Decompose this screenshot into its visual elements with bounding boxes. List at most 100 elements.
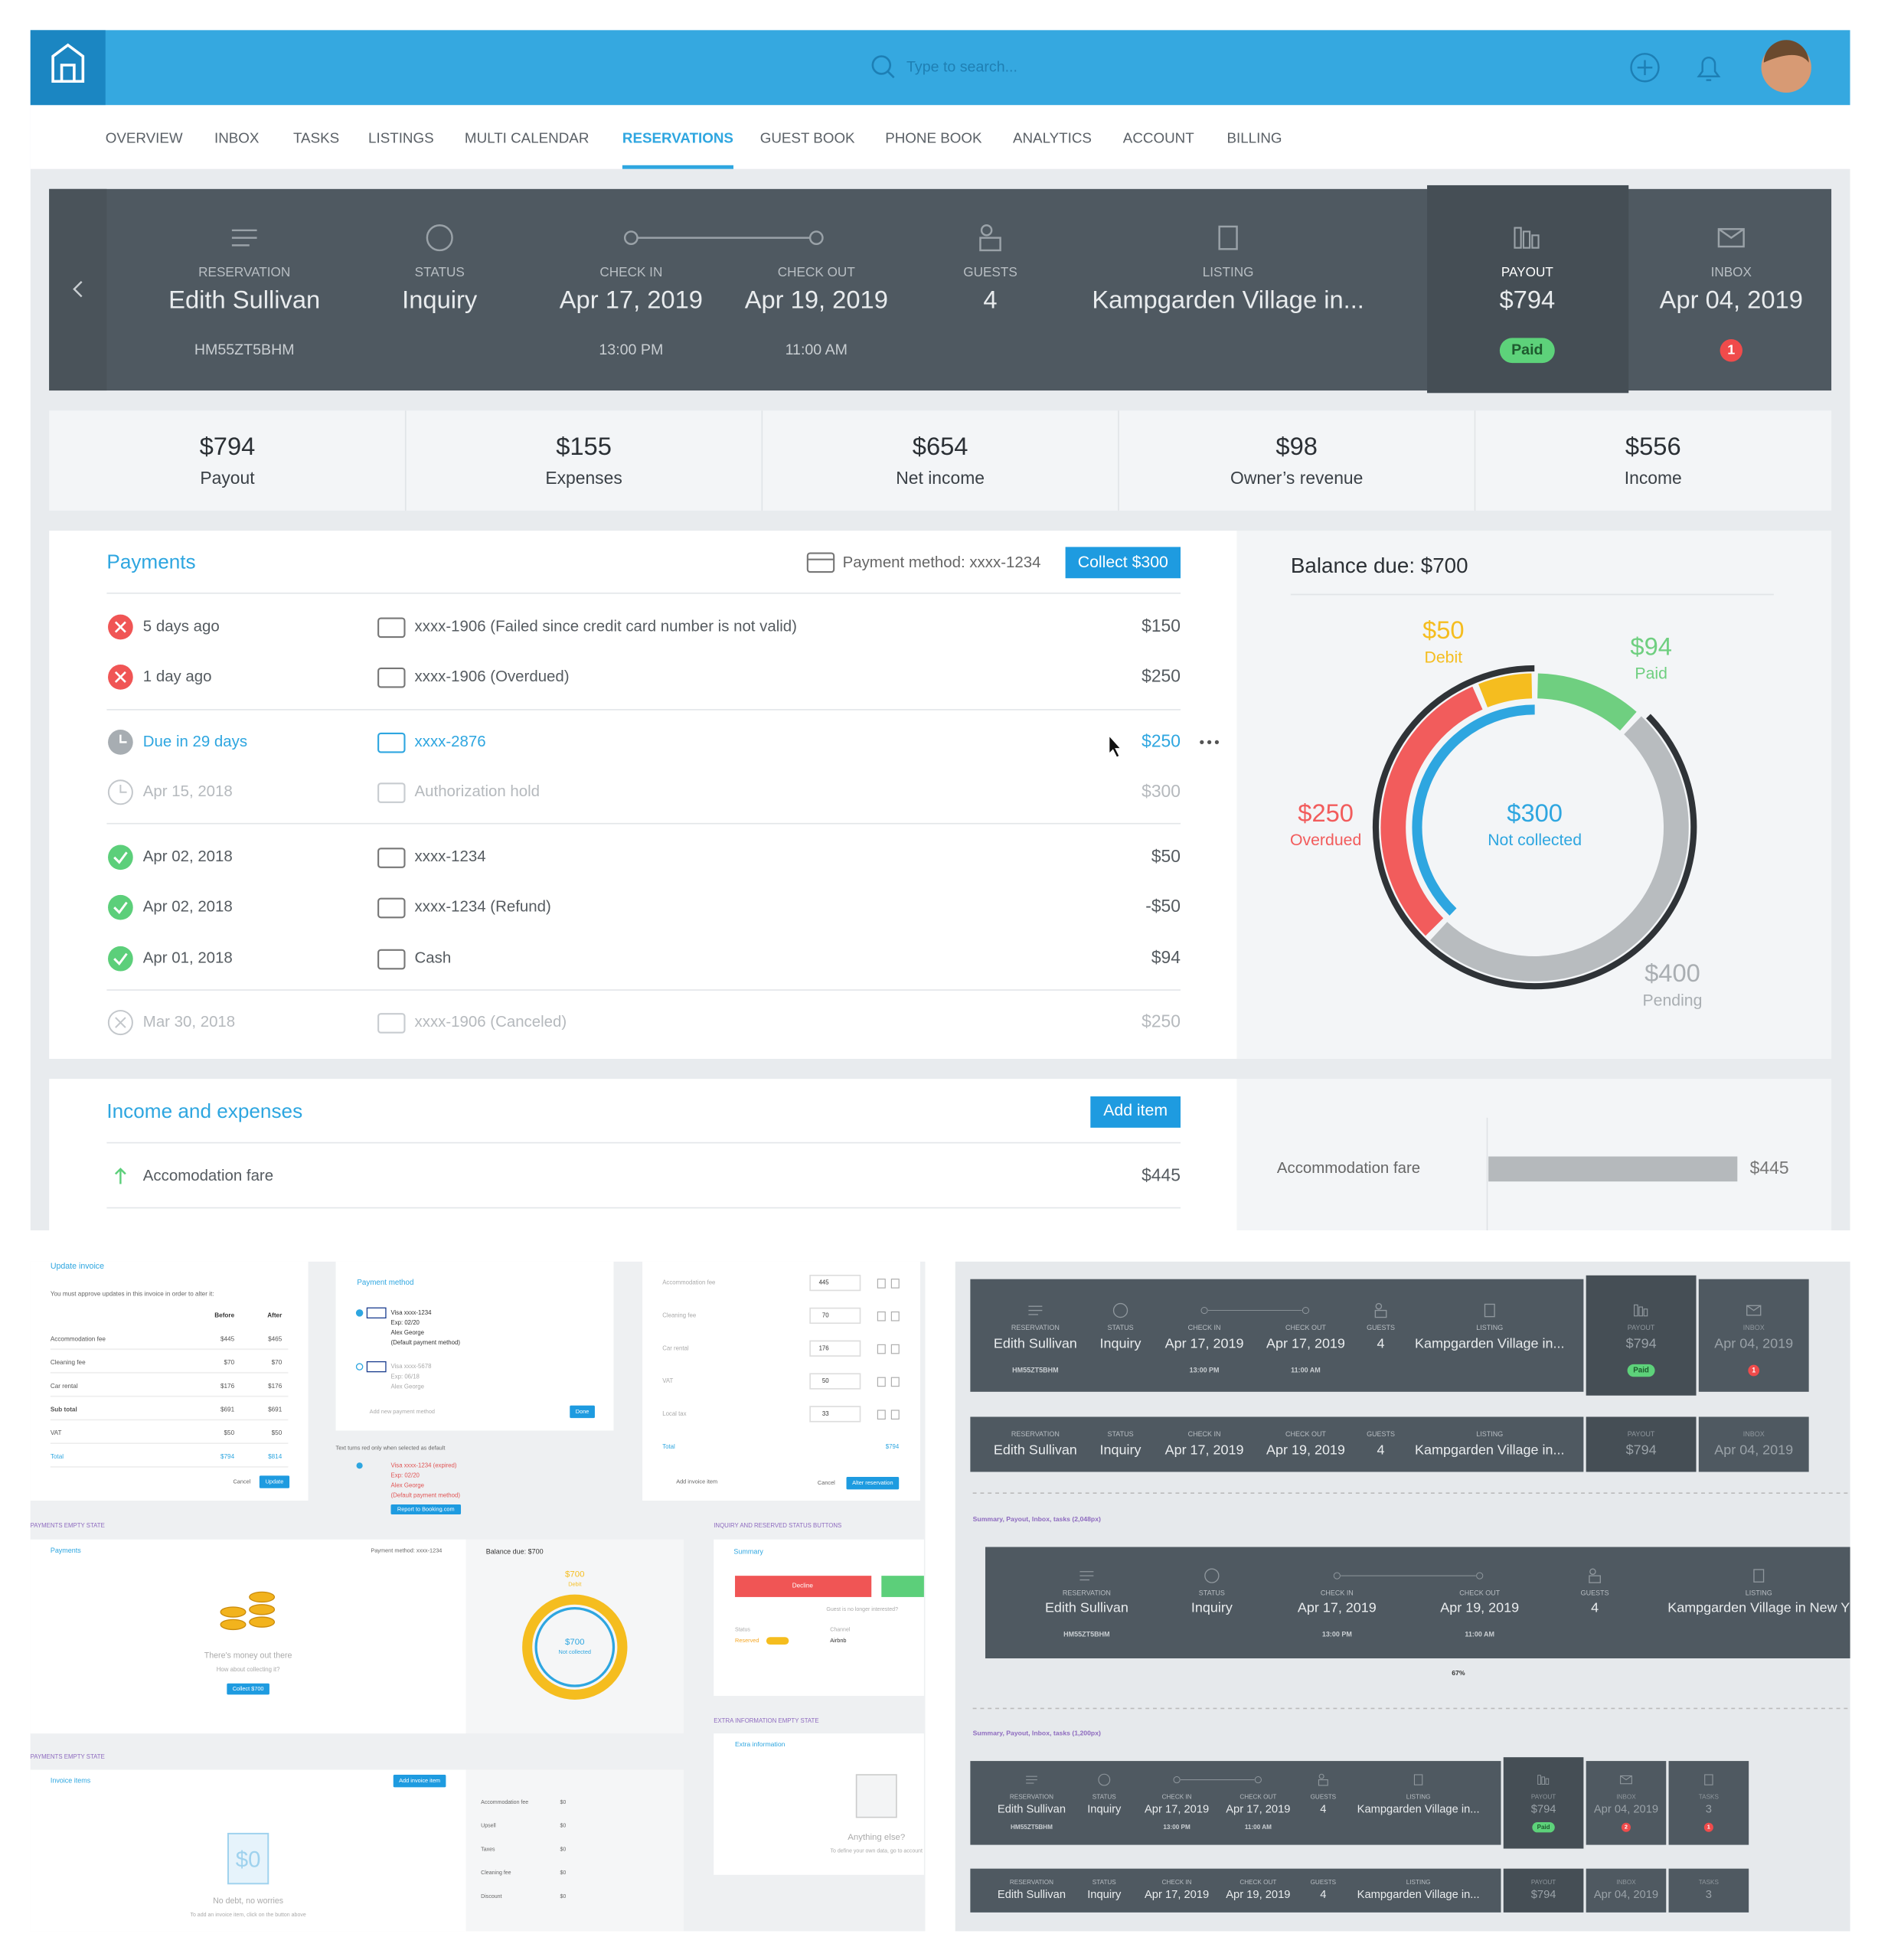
field-label: INBOX	[1616, 1794, 1636, 1801]
label: Cancel	[234, 1478, 251, 1485]
label: Payments	[51, 1547, 81, 1554]
payment-amount: $94	[1151, 947, 1181, 967]
reservation-header-variant	[970, 1868, 1501, 1913]
nav-tab[interactable]: RESERVATIONS	[622, 129, 733, 145]
field-value: Apr 19, 2019	[1440, 1599, 1519, 1615]
visa-icon	[366, 1361, 387, 1373]
button[interactable]	[390, 1504, 462, 1515]
add-item-text[interactable]: Add item	[1103, 1101, 1168, 1119]
field-value: Inquiry	[1087, 1804, 1122, 1816]
active-tab-indicator	[622, 165, 733, 169]
payment-method-text: xxxx-1234	[415, 848, 486, 865]
status-badge-text: Paid	[1537, 1824, 1550, 1831]
label: $176	[220, 1383, 235, 1390]
status-icon	[119, 784, 127, 793]
mini-donut	[522, 1594, 628, 1700]
collect-button[interactable]	[1065, 547, 1181, 579]
nav-tab[interactable]: OVERVIEW	[106, 129, 183, 145]
accept-button[interactable]	[881, 1576, 924, 1597]
icon	[1333, 1572, 1341, 1579]
count-badge	[1748, 1364, 1760, 1377]
payment-date: Due in 29 days	[143, 733, 247, 750]
method-icon	[377, 949, 406, 970]
icon	[1531, 234, 1540, 249]
search-icon	[887, 70, 895, 79]
nav-tab[interactable]: MULTI CALENDAR	[465, 129, 589, 145]
summary-label: Expenses	[545, 468, 622, 488]
payment-date: Apr 15, 2018	[143, 783, 233, 800]
input	[809, 1307, 861, 1325]
nav-tab[interactable]: TASKS	[293, 129, 339, 145]
status-badge-text: Paid	[1633, 1367, 1649, 1375]
button-text[interactable]: Report to Booking.com	[397, 1505, 455, 1512]
payments-card	[49, 531, 1237, 1059]
icon	[877, 1279, 886, 1289]
nav-tab[interactable]: GUEST BOOK	[760, 129, 855, 145]
icon	[890, 1279, 900, 1289]
field-value: Apr 17, 2019	[1298, 1599, 1377, 1615]
decline-button[interactable]	[735, 1576, 872, 1597]
field-value: Kampgarden Village in New Y	[1667, 1599, 1850, 1615]
button-text[interactable]: Collect $700	[233, 1685, 264, 1692]
icon	[1098, 1773, 1111, 1786]
icon	[980, 224, 993, 237]
input	[809, 1406, 861, 1423]
extra-panel	[1586, 1416, 1697, 1472]
card-icon	[806, 552, 835, 573]
radio	[356, 1462, 363, 1469]
notifications-button[interactable]	[1697, 57, 1721, 81]
button-text[interactable]: Add invoice item	[399, 1777, 440, 1784]
field-value: Kampgarden Village in...	[1357, 1889, 1480, 1901]
label: 70	[822, 1312, 829, 1319]
button[interactable]	[570, 1405, 595, 1419]
nav-tab[interactable]: ANALYTICS	[1013, 129, 1092, 145]
field-value: 3	[1706, 1804, 1712, 1816]
field-label: STATUS	[1199, 1589, 1225, 1596]
label: How about collecting it?	[217, 1666, 280, 1673]
prev-arrow	[73, 280, 83, 298]
field-value: Edith Sullivan	[998, 1804, 1066, 1816]
collect-button-text[interactable]: Collect $300	[1078, 553, 1168, 571]
logo-box[interactable]	[30, 30, 106, 106]
method-icon	[377, 732, 406, 753]
field-label: LISTING	[1746, 1589, 1772, 1596]
label: Add invoice item	[676, 1478, 717, 1485]
field-label: INBOX	[1743, 1430, 1765, 1438]
field-label: RESERVATION	[1010, 1794, 1053, 1801]
field-label: LISTING	[1203, 264, 1254, 279]
icon	[979, 237, 1001, 252]
button-text[interactable]: Decline	[792, 1582, 814, 1589]
button-text[interactable]: Alter reservation	[852, 1479, 893, 1486]
radio	[355, 1309, 364, 1317]
coin	[220, 1606, 247, 1618]
nav-tab[interactable]: LISTINGS	[368, 129, 434, 145]
button-text[interactable]: Done	[576, 1408, 590, 1415]
icon	[1753, 1569, 1765, 1583]
add-button[interactable]	[1630, 53, 1660, 83]
label: Not collected	[559, 1648, 591, 1655]
button-text[interactable]: Update	[266, 1478, 284, 1485]
nav-tab[interactable]: INBOX	[214, 129, 260, 145]
nav-tab[interactable]: ACCOUNT	[1123, 129, 1194, 145]
input	[809, 1373, 861, 1390]
button[interactable]	[846, 1476, 900, 1490]
label: $465	[268, 1335, 283, 1342]
prev-button[interactable]	[49, 188, 107, 391]
field-value: Kampgarden Village in...	[1415, 1442, 1564, 1457]
nav-tab[interactable]: PHONE BOOK	[885, 129, 982, 145]
add-item-button[interactable]	[1090, 1096, 1181, 1128]
label: Upsell	[481, 1824, 496, 1829]
extra-panel	[1503, 1757, 1584, 1849]
donut-segment	[1537, 673, 1637, 731]
field-value: 4	[1377, 1335, 1385, 1351]
field-value: 4	[983, 286, 997, 314]
field-value: Inquiry	[1191, 1599, 1233, 1615]
button[interactable]	[259, 1475, 290, 1488]
field-label: GUESTS	[1311, 1794, 1337, 1801]
nav-tab[interactable]: BILLING	[1226, 129, 1282, 145]
button[interactable]	[227, 1683, 269, 1695]
button[interactable]	[393, 1775, 446, 1788]
donut-segment	[1380, 686, 1483, 936]
label: Cancel	[818, 1479, 835, 1486]
search-input[interactable]: Type to search...	[906, 58, 1017, 75]
